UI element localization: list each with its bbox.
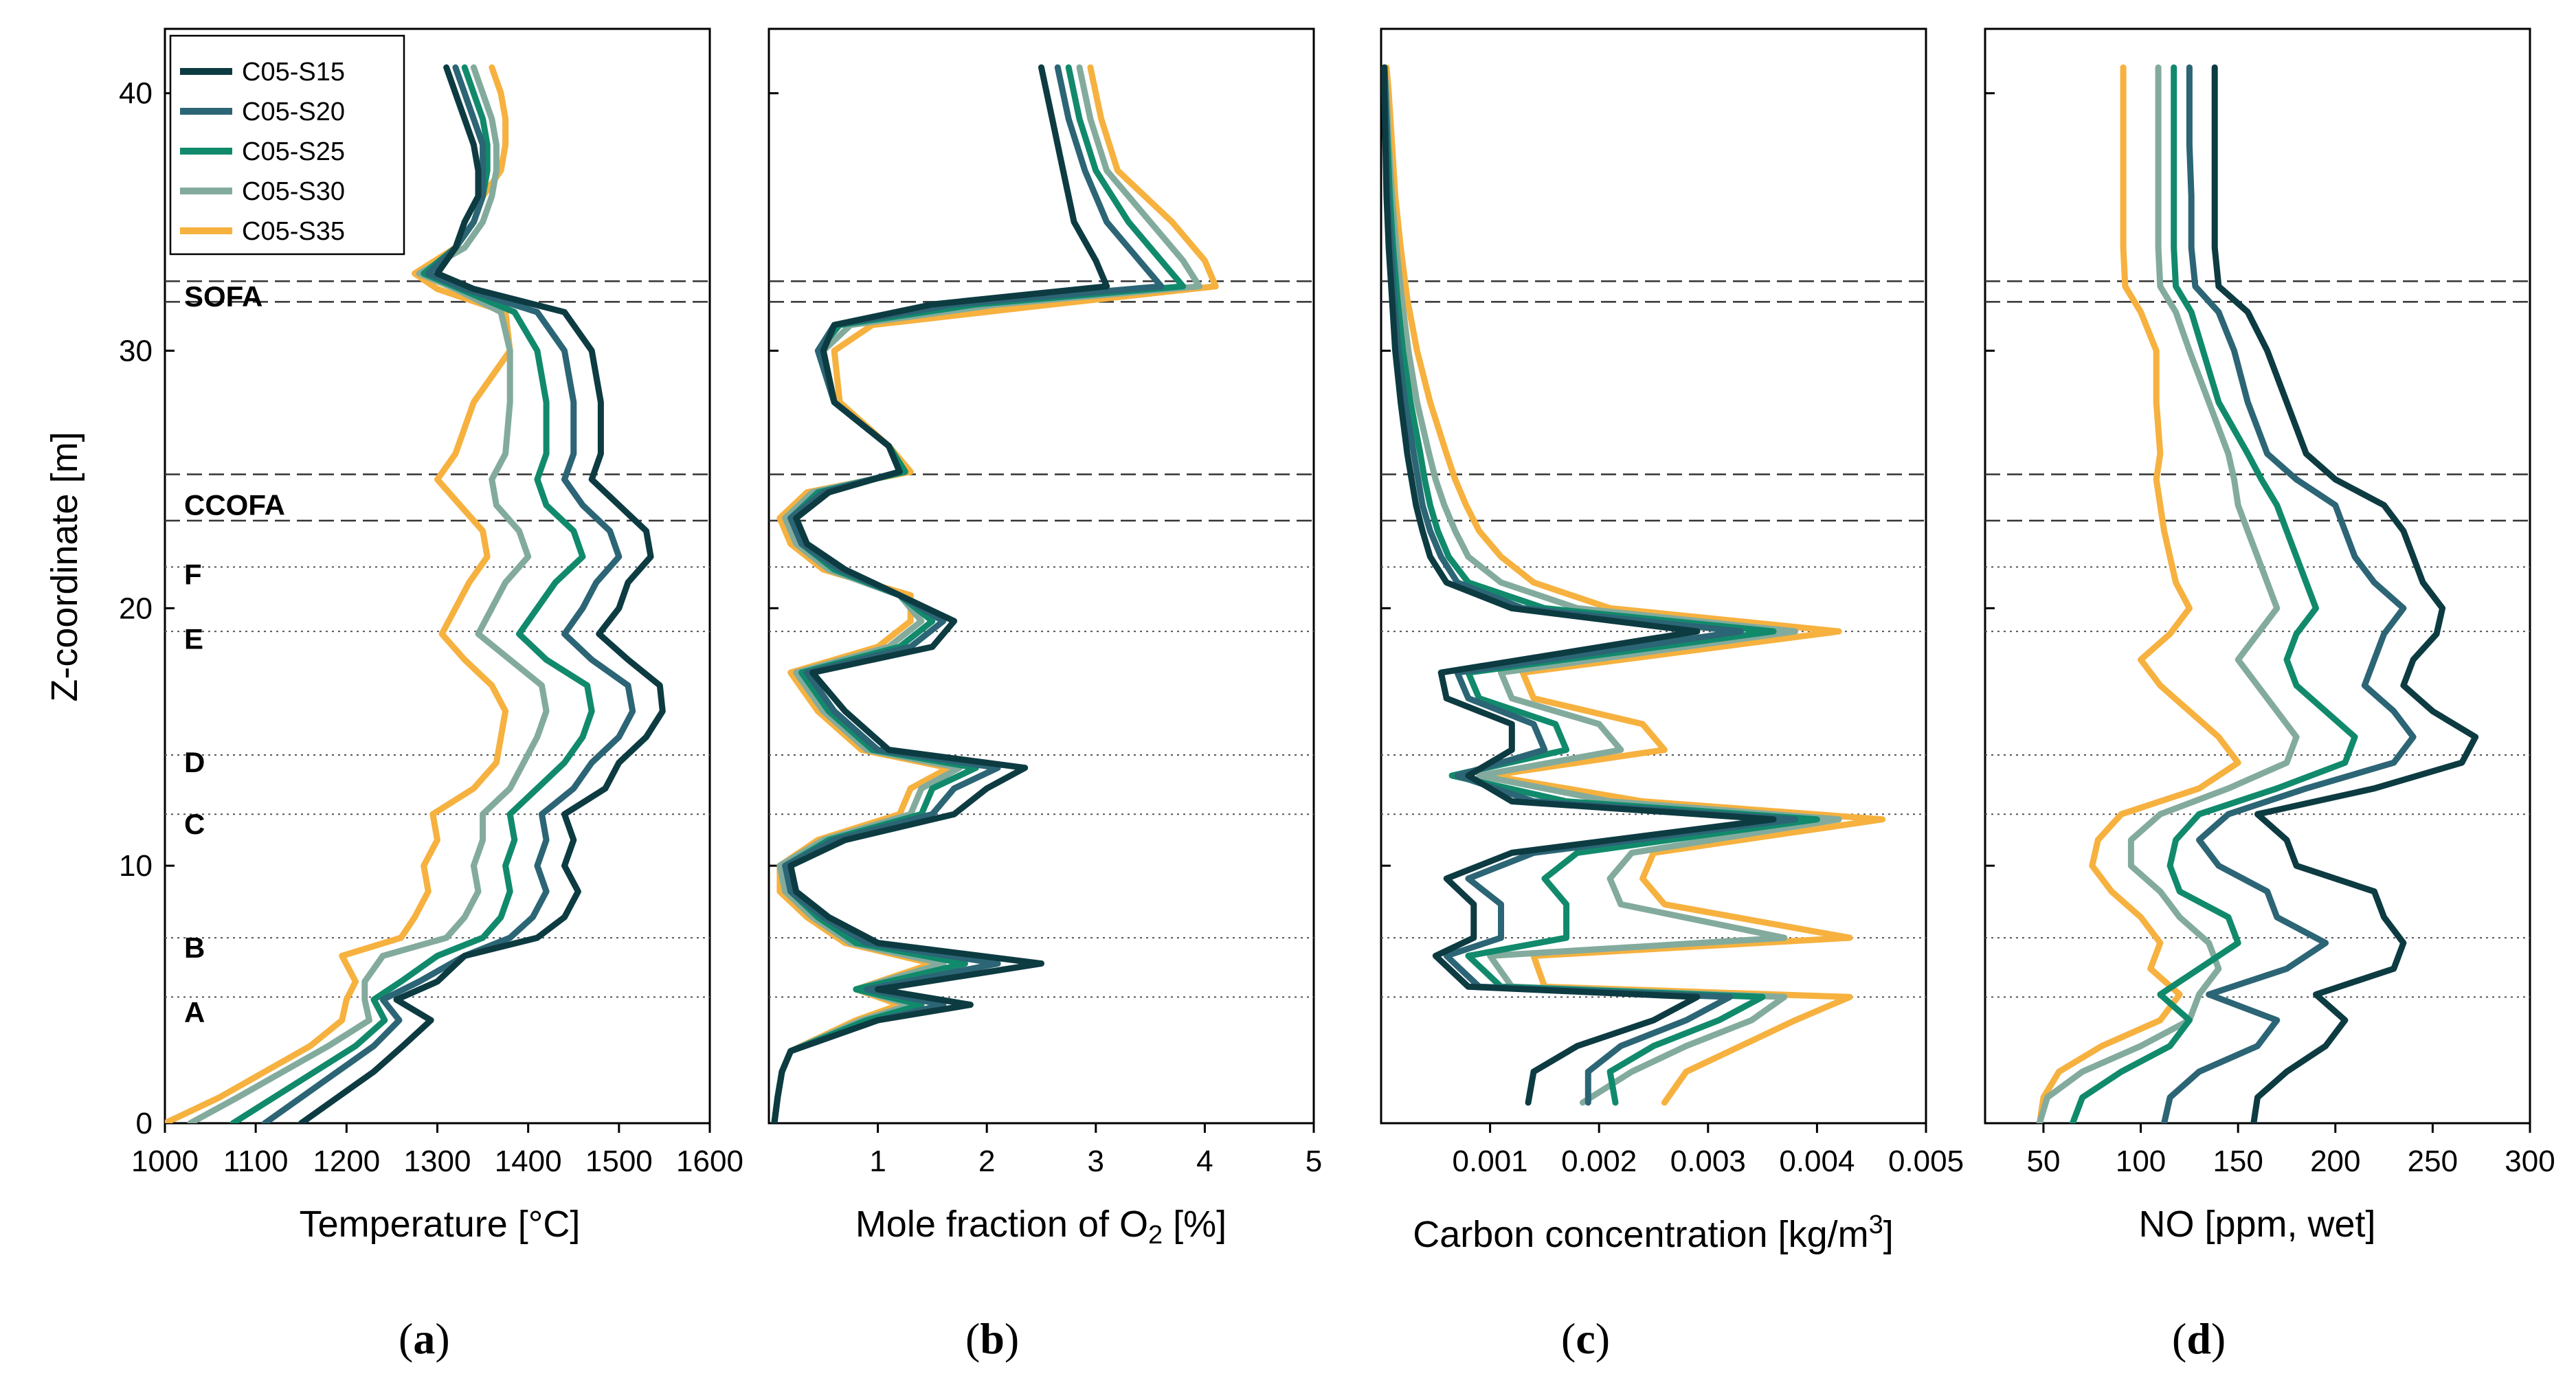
x-tick-label: 0.001 (1453, 1144, 1528, 1178)
x-tick-label: 200 (2310, 1144, 2360, 1178)
x-tick-label: 1 (869, 1144, 886, 1178)
series-line-c05-s30 (187, 64, 550, 1123)
region-label: CCOFA (184, 488, 285, 521)
carbon-label-end: ] (1883, 1214, 1894, 1255)
legend-entry: C05-S20 (242, 98, 345, 126)
plot-frame (1984, 27, 2531, 1125)
legend: C05-S15 C05-S20 C05-S25 C05-S30 C05-S35 (169, 34, 405, 256)
x-axis-title-a: Temperature [°C] (300, 1204, 581, 1245)
x-tick-label: 1300 (404, 1144, 471, 1178)
series-line-c05-s30 (1381, 64, 1842, 1106)
plot-frame (768, 27, 1315, 1125)
x-tick-label: 4 (1196, 1144, 1213, 1178)
region-label: A (184, 996, 205, 1028)
x-tick-label: 1000 (131, 1144, 199, 1178)
x-tick-label: 0.005 (1888, 1144, 1964, 1178)
series-line-c05-s35 (2036, 64, 2241, 1123)
x-tick-label: 100 (2116, 1144, 2166, 1178)
x-axis-title-c: Carbon concentration [kg/m3] (1413, 1210, 1894, 1255)
x-tick-label: 0.003 (1670, 1144, 1746, 1178)
x-tick-label: 1100 (223, 1144, 289, 1178)
panel-label-c: (c) (1561, 1314, 1610, 1363)
series-line-c05-s25 (2069, 64, 2358, 1123)
x-tick-label: 1200 (313, 1144, 380, 1178)
region-label: E (184, 622, 203, 655)
panel-c: 0.001 0.002 0.003 0.004 0.005 (1380, 27, 1964, 1178)
series-line-c05-s15 (2211, 64, 2479, 1123)
y-tick-label: 40 (119, 77, 153, 111)
x-tick-label: 1600 (676, 1144, 743, 1178)
panel-letter-b: b (980, 1314, 1005, 1363)
x-tick-label: 2 (978, 1144, 995, 1178)
y-tick-label: 0 (136, 1107, 153, 1140)
series-line-c05-s35 (1383, 64, 1886, 1106)
o2-label-main: Mole fraction of O (855, 1204, 1148, 1245)
series-line-c05-s15 (1381, 64, 1777, 1106)
series-line-c05-s15 (771, 64, 1110, 1123)
series-line-c05-s20 (2161, 64, 2417, 1123)
panel-letter-c: c (1576, 1314, 1595, 1363)
plot-frame (1380, 27, 1927, 1125)
y-tick-label: 30 (119, 335, 153, 368)
x-axis-title-b: Mole fraction of O2 [%] (855, 1204, 1227, 1250)
x-tick-label: 250 (2408, 1144, 2458, 1178)
x-tick-label: 150 (2213, 1144, 2263, 1178)
y-tick-label: 20 (119, 591, 153, 625)
x-tick-label: 0.004 (1779, 1144, 1855, 1178)
x-tick-label: 5 (1306, 1144, 1322, 1178)
x-axis-title-d: NO [ppm, wet] (2138, 1204, 2375, 1245)
carbon-label-main: Carbon concentration [kg/m (1413, 1214, 1868, 1255)
x-tick-label: 3 (1088, 1144, 1104, 1178)
legend-entry: C05-S30 (242, 177, 345, 206)
x-tick-label: 300 (2505, 1144, 2555, 1178)
panel-letter-d: d (2186, 1314, 2211, 1363)
region-label: D (184, 746, 205, 778)
panel-b: 1 2 3 4 5 (768, 27, 1322, 1178)
legend-entry: C05-S15 (242, 58, 345, 87)
panel-d: 50 100 150 200 250 300 (1984, 27, 2555, 1178)
series-line-c05-s15 (298, 64, 666, 1123)
y-tick-label: 10 (119, 849, 153, 883)
x-tick-label: 50 (2026, 1144, 2060, 1178)
o2-label-unit: [%] (1163, 1204, 1227, 1245)
o2-label-sub: 2 (1148, 1221, 1163, 1250)
region-label: B (184, 932, 205, 964)
series-line-c05-s25 (1381, 64, 1820, 1106)
region-label: F (184, 559, 202, 591)
carbon-label-sup: 3 (1869, 1210, 1883, 1239)
x-tick-label: 1400 (495, 1144, 562, 1178)
x-tick-label: 1500 (585, 1144, 653, 1178)
series-line-c05-s30 (2036, 64, 2300, 1123)
panel-letter-a: a (413, 1314, 435, 1363)
region-label: C (184, 808, 205, 840)
panel-label-d: (d) (2172, 1314, 2226, 1363)
region-label: SOFA (184, 280, 262, 313)
x-tick-label: 0.002 (1561, 1144, 1637, 1178)
legend-entry: C05-S25 (242, 137, 345, 166)
panel-label-a: (a) (399, 1314, 450, 1363)
panel-a: 0 10 20 30 40 1000 1100 1200 1300 1400 1500 1600 SOF… (119, 27, 743, 1178)
y-axis-title: Z-coordinate [m] (44, 431, 85, 701)
panel-label-b: (b) (965, 1314, 1019, 1363)
legend-entry: C05-S35 (242, 217, 345, 246)
